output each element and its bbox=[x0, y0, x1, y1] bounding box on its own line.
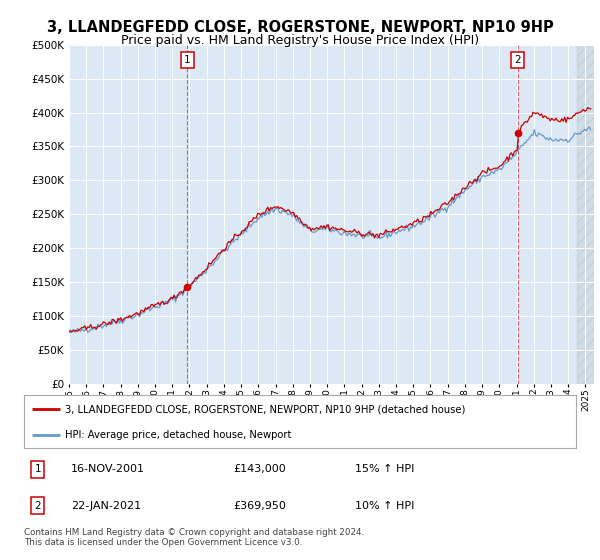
Text: 10% ↑ HPI: 10% ↑ HPI bbox=[355, 501, 415, 511]
Text: £143,000: £143,000 bbox=[234, 464, 287, 474]
Text: 1: 1 bbox=[34, 464, 41, 474]
Text: £369,950: £369,950 bbox=[234, 501, 287, 511]
Text: 3, LLANDEGFEDD CLOSE, ROGERSTONE, NEWPORT, NP10 9HP: 3, LLANDEGFEDD CLOSE, ROGERSTONE, NEWPOR… bbox=[47, 20, 553, 35]
Text: 16-NOV-2001: 16-NOV-2001 bbox=[71, 464, 145, 474]
Text: 15% ↑ HPI: 15% ↑ HPI bbox=[355, 464, 415, 474]
Text: 1: 1 bbox=[184, 55, 191, 65]
Text: Contains HM Land Registry data © Crown copyright and database right 2024.
This d: Contains HM Land Registry data © Crown c… bbox=[24, 528, 364, 547]
Bar bbox=[577, 45, 594, 384]
Text: 2: 2 bbox=[34, 501, 41, 511]
Text: 22-JAN-2021: 22-JAN-2021 bbox=[71, 501, 141, 511]
Text: 3, LLANDEGFEDD CLOSE, ROGERSTONE, NEWPORT, NP10 9HP (detached house): 3, LLANDEGFEDD CLOSE, ROGERSTONE, NEWPOR… bbox=[65, 404, 466, 414]
Text: 2: 2 bbox=[514, 55, 521, 65]
Text: HPI: Average price, detached house, Newport: HPI: Average price, detached house, Newp… bbox=[65, 430, 292, 440]
Text: Price paid vs. HM Land Registry's House Price Index (HPI): Price paid vs. HM Land Registry's House … bbox=[121, 34, 479, 46]
